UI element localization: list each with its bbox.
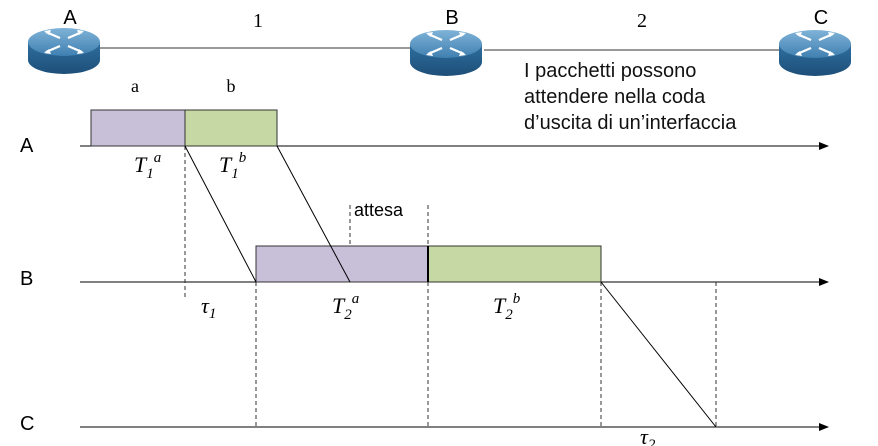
timeline-b-label: B — [20, 268, 33, 290]
propagation-a-packet-b — [276, 145, 351, 283]
queue-note: I pacchetti possono attendere nella coda… — [524, 58, 854, 136]
node-b-label: B — [445, 7, 458, 29]
packet-a-tx-a — [90, 109, 186, 147]
packet-a-tx-b — [255, 245, 429, 283]
router-a-icon — [26, 26, 102, 76]
queue-note-line: d’uscita di un’interfaccia — [524, 112, 737, 134]
packet-a-label: a — [131, 76, 139, 96]
delay-tau1-label: τ1 — [201, 293, 216, 322]
packet-b-tx-a — [184, 109, 278, 147]
link-2-label: 2 — [637, 10, 647, 32]
duration-t1a-label: T1a — [134, 150, 161, 182]
node-a-label: A — [63, 7, 77, 29]
packet-b-tx-b — [427, 245, 602, 283]
duration-t1b-label: T1b — [219, 150, 247, 182]
link-1-label: 1 — [253, 10, 263, 32]
wait-label: attesa — [354, 200, 404, 220]
node-c-label: C — [814, 7, 828, 29]
duration-t2b-label: T2b — [493, 291, 521, 323]
packet-b-label: b — [227, 76, 236, 96]
propagation-b-packet-b — [600, 281, 717, 428]
delay-tau2-label: τ2 — [640, 424, 656, 446]
timeline-a-label: A — [20, 135, 34, 157]
propagation-a-packet-a — [184, 145, 257, 283]
router-b-icon — [408, 28, 484, 78]
queue-note-line: I pacchetti possono — [524, 60, 697, 82]
queue-note-line: attendere nella coda — [524, 86, 706, 108]
duration-t2a-label: T2a — [332, 291, 359, 323]
timeline-c-label: C — [20, 413, 34, 435]
